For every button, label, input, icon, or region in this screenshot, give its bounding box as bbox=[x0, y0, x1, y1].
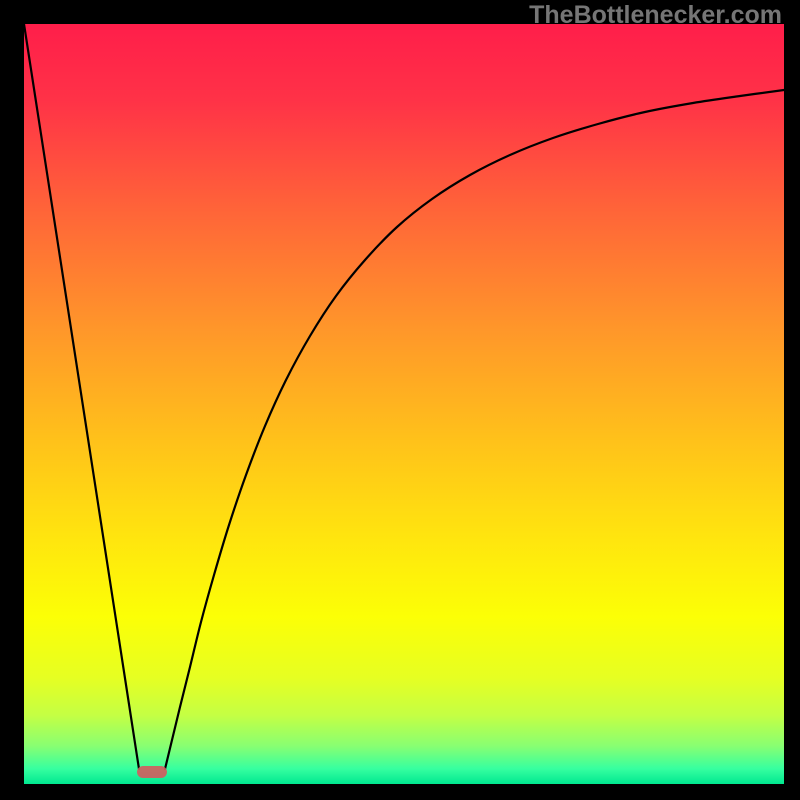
chart-container: TheBottlenecker.com bbox=[0, 0, 800, 800]
optimum-marker bbox=[137, 766, 167, 778]
plot-area bbox=[24, 24, 784, 784]
watermark-text: TheBottlenecker.com bbox=[529, 1, 782, 30]
curve-overlay bbox=[24, 24, 784, 784]
